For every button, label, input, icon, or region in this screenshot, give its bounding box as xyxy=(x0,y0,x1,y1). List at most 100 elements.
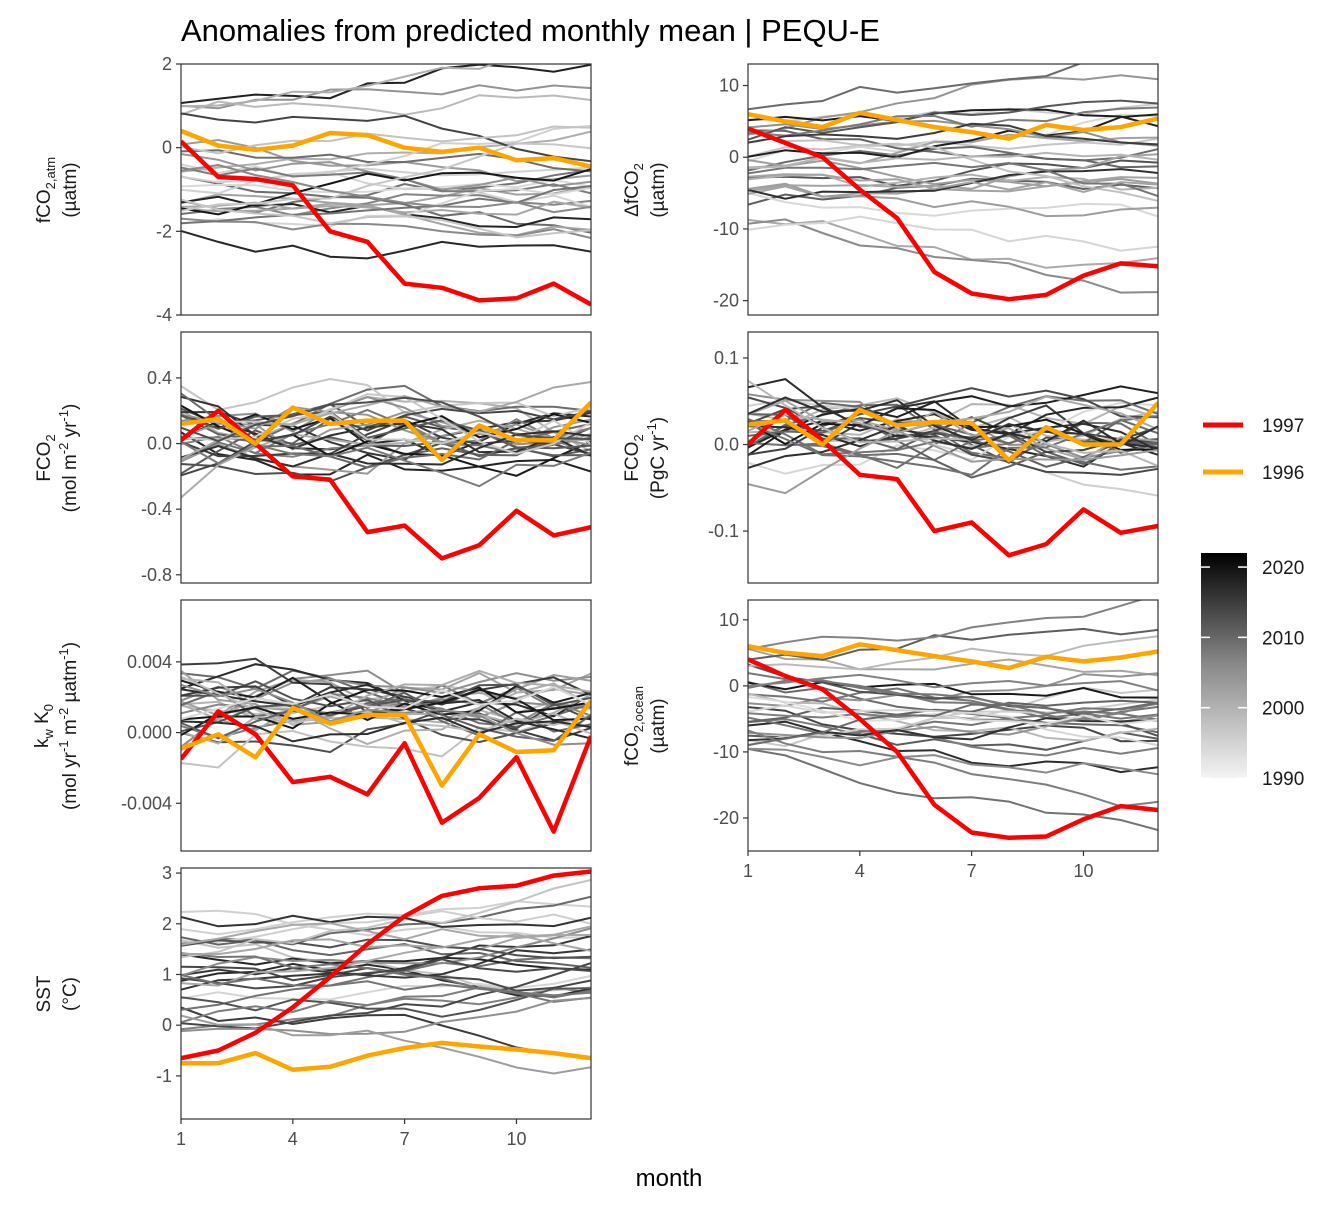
y-tick-label: 3 xyxy=(162,863,172,883)
year-line xyxy=(181,974,591,999)
year-line xyxy=(748,429,1158,495)
series-line-1997 xyxy=(181,869,591,1061)
year-line xyxy=(181,185,591,225)
year-line xyxy=(748,401,1158,475)
series-line-1997 xyxy=(748,657,1158,841)
ylabel-fco2-pgc: FCO2 (PgC yr-1) xyxy=(622,417,669,499)
panel-fco2-atm: 2 0 -2 -4 xyxy=(156,54,592,325)
year-line xyxy=(748,108,1158,128)
y-tick-label: 0.004 xyxy=(127,652,172,672)
y-tick-label: 1 xyxy=(162,964,172,984)
svg-text:(µatm): (µatm) xyxy=(648,698,669,753)
panel-fco2-pgc: 0.1 0.0 -0.1 xyxy=(708,331,1159,584)
colorbar-label: 2010 xyxy=(1262,628,1304,649)
ylabel-fco2-atm: fCO2,atm (µatm) xyxy=(34,157,81,223)
svg-text:FCO2: FCO2 xyxy=(34,434,58,481)
y-tick-label: 0.4 xyxy=(147,368,172,388)
year-line xyxy=(181,677,591,746)
ylabel-kw-k0: kw K0 (mol yr-1 m-2 µatm-1) xyxy=(32,642,81,810)
year-line xyxy=(181,691,591,743)
year-line xyxy=(748,130,1158,202)
series-line-1997 xyxy=(748,126,1158,302)
year-line xyxy=(748,415,1158,476)
series-line-1996 xyxy=(181,400,591,463)
series-line-1996 xyxy=(748,110,1158,141)
y-tick-label: -1 xyxy=(156,1066,172,1086)
svg-text:(°C): (°C) xyxy=(60,977,81,1011)
y-tick-label: -2 xyxy=(156,221,172,241)
year-line xyxy=(181,407,591,477)
year-line xyxy=(748,600,1144,651)
year-line xyxy=(181,719,591,769)
x-tick-label: 7 xyxy=(400,1129,410,1149)
background-year-lines xyxy=(181,657,591,769)
series-line-1997 xyxy=(181,139,591,307)
year-line xyxy=(748,627,1158,661)
svg-text:(PgC yr-1): (PgC yr-1) xyxy=(644,417,669,499)
year-line xyxy=(181,125,591,155)
y-tick-label: 0.0 xyxy=(714,435,739,455)
year-line xyxy=(181,142,591,212)
legend-label-1997: 1997 xyxy=(1262,416,1304,437)
year-line xyxy=(181,217,591,239)
year-line xyxy=(181,953,591,971)
year-line xyxy=(181,879,591,959)
year-line xyxy=(748,379,1158,467)
year-line xyxy=(181,198,591,239)
year-line xyxy=(748,701,1158,746)
year-line xyxy=(748,215,1158,252)
year-line xyxy=(181,64,497,108)
panel-frame xyxy=(747,599,1159,852)
ylabel-dfco2: ΔfCO2 (µatm) xyxy=(622,162,669,217)
panel-fco2-flux: 0.4 0.0 -0.4 -0.8 xyxy=(141,331,592,585)
year-line xyxy=(181,178,591,194)
svg-text:(µatm): (µatm) xyxy=(60,162,81,217)
year-line xyxy=(748,718,1158,757)
y-tick-label: 10 xyxy=(719,76,739,96)
year-line xyxy=(748,396,1158,447)
x-tick-label: 10 xyxy=(1073,861,1093,881)
ylabel-fco2-ocean: fCO2,ocean (µatm) xyxy=(622,686,669,766)
year-line xyxy=(181,914,591,928)
year-line xyxy=(748,159,1158,188)
year-line xyxy=(181,927,591,977)
panel-dfco2: 10 0 -10 -20 xyxy=(713,63,1159,316)
year-line xyxy=(181,958,591,990)
panel-fco2-ocean: 10 0 -10 -20 1 4 7 10 xyxy=(713,599,1159,881)
series-line-1996 xyxy=(181,1040,591,1073)
year-line xyxy=(748,64,1082,111)
svg-text:fCO2,ocean: fCO2,ocean xyxy=(622,686,646,766)
y-tick-label: -20 xyxy=(713,808,739,828)
year-line xyxy=(181,419,591,499)
colorbar-label: 2020 xyxy=(1262,558,1304,579)
svg-text:kw K0: kw K0 xyxy=(32,704,56,748)
legend-label-1996: 1996 xyxy=(1262,463,1304,484)
panel-frame xyxy=(180,63,592,316)
svg-text:SST: SST xyxy=(34,975,55,1012)
year-line xyxy=(181,997,591,1036)
panel-frame xyxy=(747,331,1159,584)
year-line xyxy=(181,377,591,418)
year-line xyxy=(181,716,591,743)
year-line xyxy=(748,681,1158,699)
legend: 1997 1996 xyxy=(1203,416,1304,484)
year-line xyxy=(748,218,1158,294)
year-line xyxy=(181,112,591,163)
y-tick-label: 0.0 xyxy=(147,434,172,454)
panel-frame xyxy=(180,867,592,1120)
year-line xyxy=(748,696,1158,726)
year-line xyxy=(748,161,1158,197)
x-axis-label: month xyxy=(636,1165,703,1192)
panel-frame xyxy=(747,63,1159,316)
panel-frame xyxy=(180,331,592,584)
year-line xyxy=(748,421,1158,471)
year-line xyxy=(181,956,591,1011)
year-line xyxy=(748,635,1158,671)
year-line xyxy=(748,401,1158,445)
year-line xyxy=(181,922,591,946)
x-tick-label: 10 xyxy=(506,1129,526,1149)
year-line xyxy=(181,94,591,116)
colorbar: 2020 2010 2000 1990 xyxy=(1201,553,1304,790)
svg-text:(mol m-2 yr-1): (mol m-2 yr-1) xyxy=(56,404,81,513)
